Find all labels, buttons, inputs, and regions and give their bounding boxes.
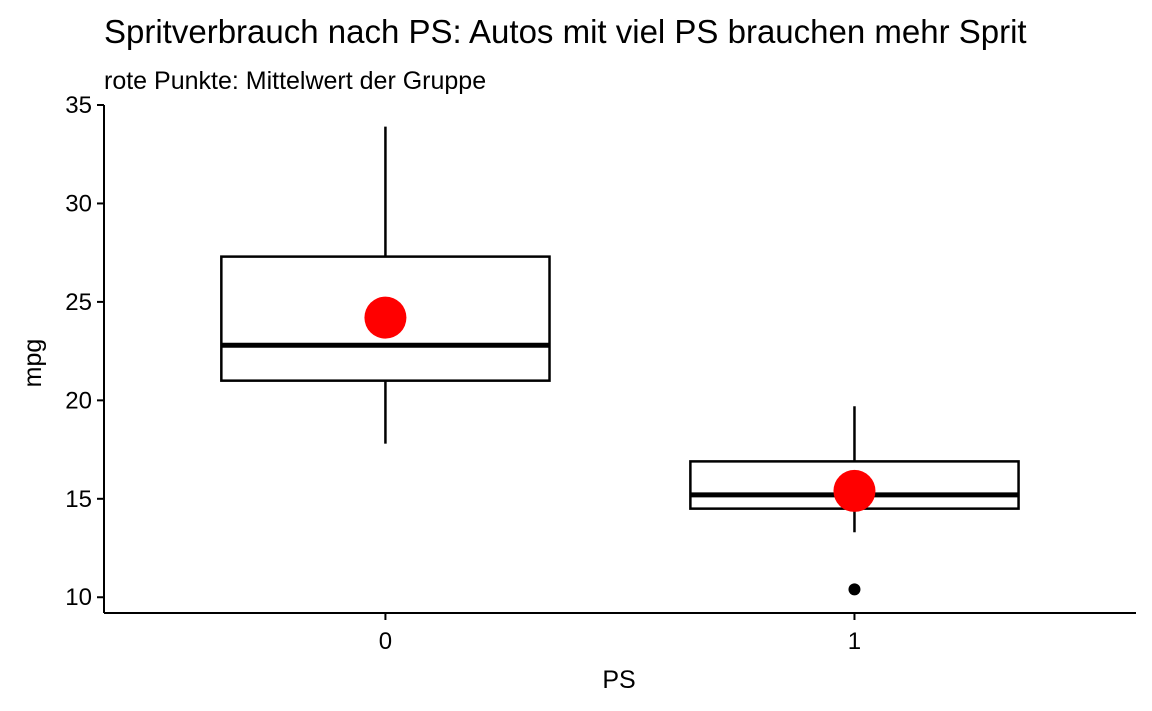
y-axis: 10 15 20 25 30 35 <box>65 92 105 613</box>
plot-area <box>220 126 1020 596</box>
box-group-0 <box>220 126 551 444</box>
x-tick-label: 1 <box>848 628 861 655</box>
y-tick-label: 20 <box>65 387 92 414</box>
y-tick-label: 35 <box>65 92 92 119</box>
chart-title: Spritverbrauch nach PS: Autos mit viel P… <box>104 13 1027 50</box>
x-axis-title: PS <box>602 666 635 694</box>
y-tick-label: 10 <box>65 584 92 611</box>
mean-point <box>364 296 407 339</box>
outlier-point <box>848 583 861 596</box>
box-group-1 <box>689 406 1020 596</box>
y-tick-label: 15 <box>65 486 92 513</box>
y-tick-label: 30 <box>65 190 92 217</box>
mean-point <box>833 469 876 512</box>
y-tick-label: 25 <box>65 289 92 316</box>
y-axis-title: mpg <box>19 339 47 388</box>
x-tick-label: 0 <box>379 628 392 655</box>
chart-subtitle: rote Punkte: Mittelwert der Gruppe <box>104 67 486 95</box>
